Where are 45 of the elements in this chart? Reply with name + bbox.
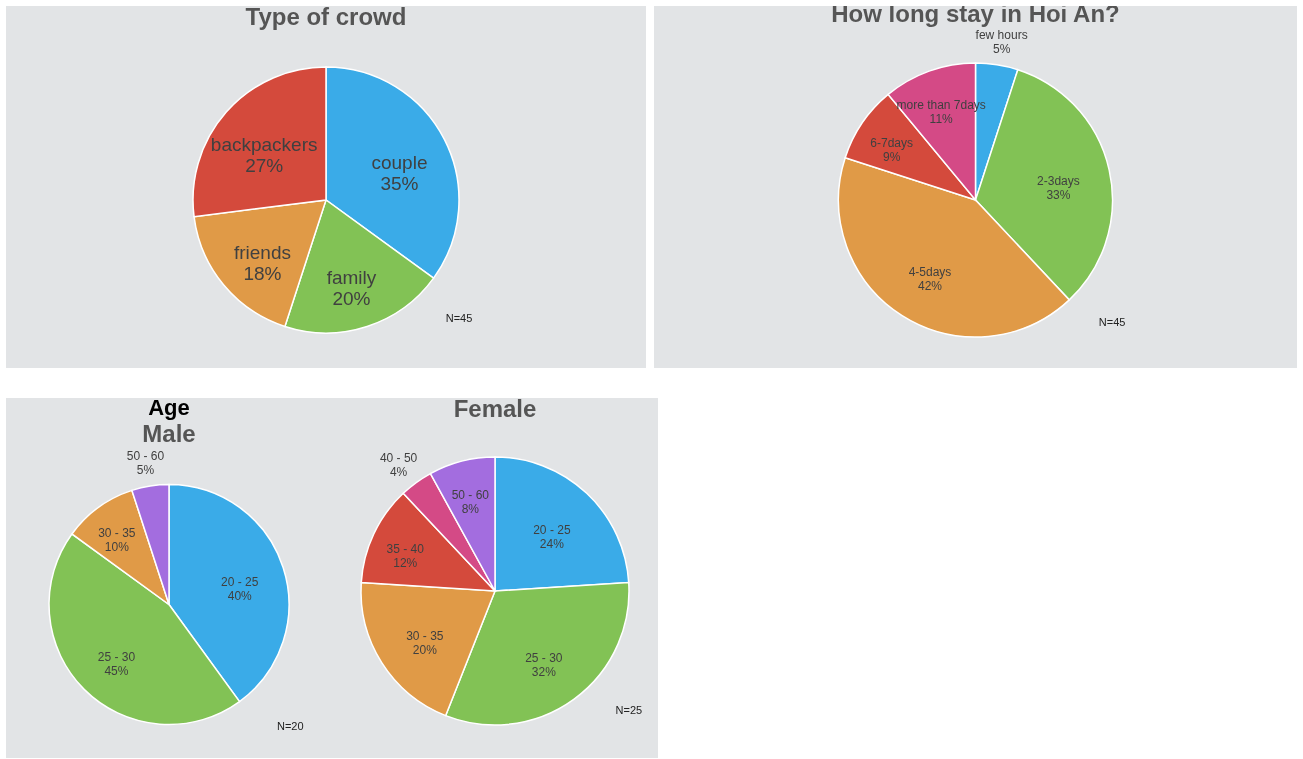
slice-label: backpackers — [210, 134, 318, 156]
chart-subtitle: Male — [142, 420, 196, 448]
data-label: 5% — [992, 42, 1011, 57]
data-label: 24% — [539, 537, 565, 552]
slice-label: 2-3days — [1037, 174, 1080, 189]
data-label: 42% — [917, 278, 943, 293]
slice-label: 50 - 60 — [126, 449, 165, 464]
data-label: 33% — [1046, 188, 1071, 203]
slice-label: 35 - 40 — [386, 541, 425, 556]
data-label: 27% — [245, 155, 284, 177]
data-label: 4% — [389, 465, 408, 480]
text: N=45 — [1098, 315, 1126, 328]
chart-title: Type of crowd — [245, 3, 407, 30]
slice-label: 25 - 30 — [525, 651, 563, 666]
text: N=20 — [277, 720, 304, 732]
slice-label: 20 - 25 — [221, 574, 259, 589]
slice-label: 4-5days — [908, 264, 952, 279]
text: N=45 — [445, 312, 473, 325]
data-label: 32% — [531, 665, 557, 680]
slice-label: 30 - 35 — [98, 525, 136, 540]
chart-subtitle: Female — [453, 395, 537, 422]
data-label: 18% — [243, 262, 282, 284]
data-label: 12% — [393, 555, 418, 570]
text: N=25 — [615, 704, 643, 717]
chart-title: Age — [148, 395, 190, 421]
data-label: 20% — [332, 288, 371, 310]
data-label: 8% — [461, 501, 480, 516]
data-label: 9% — [882, 150, 901, 165]
slice-label: friends — [233, 241, 291, 263]
data-label: 20% — [412, 642, 438, 657]
data-label: 11% — [929, 111, 954, 126]
data-label: 45% — [104, 664, 129, 679]
slice-label: 6-7days — [870, 136, 913, 151]
slice-label: 20 - 25 — [533, 523, 571, 538]
slice-label: few hours — [975, 28, 1028, 43]
data-label: 5% — [136, 463, 155, 478]
data-label: 10% — [104, 539, 130, 554]
slice-label: 40 - 50 — [379, 451, 418, 466]
slice-label: family — [326, 267, 377, 289]
slice-label: 30 - 35 — [406, 628, 444, 643]
slice-label: 50 - 60 — [451, 487, 490, 502]
data-label: 40% — [227, 588, 253, 603]
data-label: 35% — [380, 172, 419, 194]
slice-label: couple — [371, 151, 428, 173]
slice-label: 25 - 30 — [97, 650, 136, 665]
